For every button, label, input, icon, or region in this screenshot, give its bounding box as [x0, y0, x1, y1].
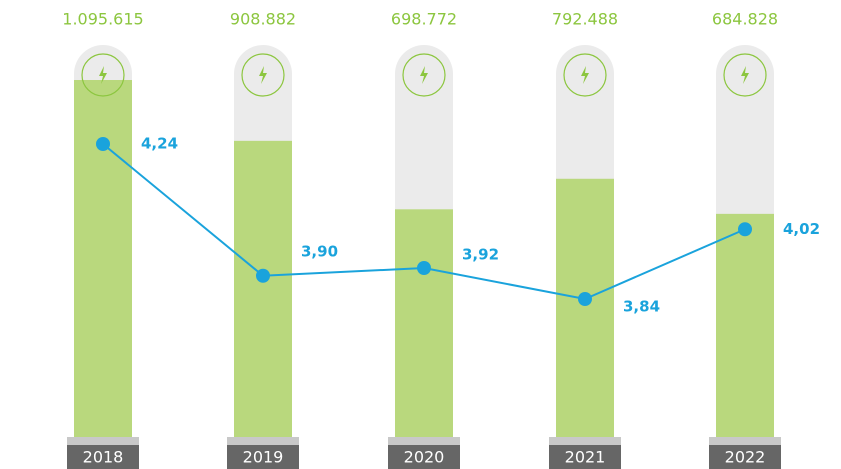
- x-tick-label: 2022: [725, 448, 766, 467]
- year-box: [388, 445, 460, 469]
- bolt-icon: [581, 66, 589, 84]
- icon-ring: [563, 53, 607, 97]
- bar-value-label: 908.882: [230, 10, 296, 29]
- x-tick-label: 2020: [404, 448, 445, 467]
- year-box: [709, 445, 781, 469]
- line-value-label: 3,84: [623, 298, 660, 316]
- bolt-icon: [741, 66, 749, 84]
- bar: [234, 140, 292, 438]
- line-value-label: 3,92: [462, 246, 499, 264]
- bar: [395, 209, 453, 437]
- year-bevel: [388, 437, 460, 445]
- bolt-icon: [99, 66, 107, 84]
- line-point: [738, 222, 752, 237]
- line-point: [256, 268, 270, 283]
- line-value-label: 4,24: [141, 135, 178, 153]
- year-bevel: [709, 437, 781, 445]
- bar-value-label: 684.828: [712, 10, 778, 29]
- year-box: [227, 445, 299, 469]
- bar: [556, 178, 614, 438]
- icon-ring: [81, 53, 125, 97]
- year-bevel: [67, 437, 139, 445]
- bolt-icon: [420, 66, 428, 84]
- x-tick-label: 2018: [83, 448, 124, 467]
- bar-value-label: 698.772: [391, 10, 457, 29]
- line-point: [417, 261, 431, 275]
- bolt-icon: [259, 66, 267, 84]
- line-value-label: 3,90: [301, 242, 338, 260]
- icon-ring: [402, 53, 446, 97]
- icon-ring: [241, 53, 285, 97]
- year-box: [549, 445, 621, 469]
- year-bevel: [227, 437, 299, 445]
- icon-ring: [723, 53, 767, 97]
- bar: [74, 80, 132, 437]
- x-tick-label: 2019: [243, 448, 284, 467]
- line-point: [96, 137, 110, 151]
- year-bevel: [549, 437, 621, 445]
- bar-value-label: 1.095.615: [62, 10, 143, 29]
- line-point: [578, 292, 592, 306]
- year-box: [67, 445, 139, 469]
- bar: [716, 213, 774, 437]
- x-tick-label: 2021: [565, 448, 606, 467]
- bar-value-label: 792.488: [552, 10, 618, 29]
- line-value-label: 4,02: [783, 220, 820, 238]
